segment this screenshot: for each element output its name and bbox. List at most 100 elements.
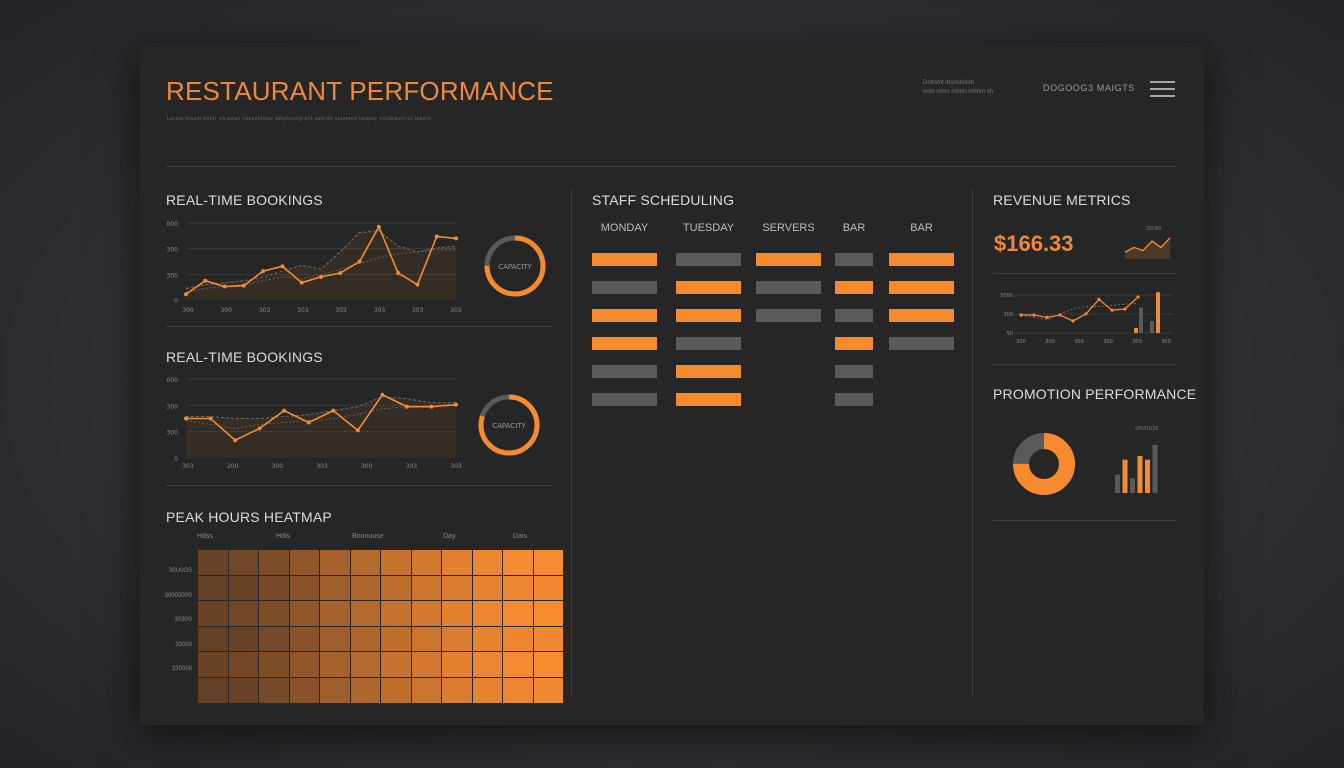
shift-bar[interactable] xyxy=(889,309,954,322)
shift-bar[interactable] xyxy=(889,337,954,350)
shift-bar[interactable] xyxy=(889,281,954,294)
heatmap-cell xyxy=(289,677,319,703)
heatmap-cell xyxy=(381,575,411,601)
heatmap-cell xyxy=(533,575,563,601)
x-tick-label: 300 xyxy=(1045,339,1055,345)
header-right-label[interactable]: DOGOOG3 MAIGTS xyxy=(1043,83,1135,93)
revenue-title: REVENUE METRICS xyxy=(993,192,1131,208)
heatmap-cell xyxy=(350,626,380,652)
data-point xyxy=(282,408,287,413)
header-info: Dstrsmt lrtsnsbslon onm omrs mbrtn mbhm … xyxy=(923,79,993,97)
heatmap-cell xyxy=(320,575,350,601)
shift-bar[interactable] xyxy=(835,309,873,322)
y-tick-label: 3000 xyxy=(166,377,178,384)
column-divider-right xyxy=(972,190,973,696)
donut-arc xyxy=(478,394,540,456)
heatmap-cell xyxy=(381,601,411,626)
shift-bar[interactable] xyxy=(592,393,657,406)
heatmap-cell xyxy=(472,550,502,575)
x-tick-label: 300 xyxy=(1016,339,1026,345)
shift-bar[interactable] xyxy=(835,253,873,266)
column-divider-left xyxy=(571,190,572,696)
heatmap-cell xyxy=(350,575,380,601)
data-point xyxy=(208,416,213,421)
heatmap-cell xyxy=(259,677,289,703)
heatmap-cell xyxy=(472,677,502,703)
heatmap-cell xyxy=(442,550,472,575)
heatmap-row-label: 3030S xyxy=(174,617,192,624)
data-point xyxy=(233,438,238,443)
shift-bar[interactable] xyxy=(592,309,657,322)
donut-arc xyxy=(484,235,546,297)
shift-bar[interactable] xyxy=(676,393,741,406)
y-tick-label: 300 xyxy=(1003,312,1013,318)
shift-bar[interactable] xyxy=(835,393,873,406)
shift-bar[interactable] xyxy=(889,253,954,266)
x-tick-label: 303 xyxy=(335,307,347,314)
shift-bar[interactable] xyxy=(676,309,741,322)
bar xyxy=(1137,456,1143,493)
heatmap-cell xyxy=(442,626,472,652)
bookings-2-title: REAL-TIME BOOKINGS xyxy=(166,349,323,365)
shift-bar[interactable] xyxy=(756,309,821,322)
data-point xyxy=(404,404,409,409)
data-point xyxy=(1123,307,1127,311)
data-point xyxy=(454,236,458,241)
heatmap-cell xyxy=(533,677,563,703)
x-tick-label: 303 xyxy=(450,307,462,314)
heatmap-cell xyxy=(289,601,319,626)
dashboard-panel: RESTAURANT PERFORMANCE Lorem ipsum dolor… xyxy=(140,43,1204,725)
bar xyxy=(1150,321,1154,333)
x-tick-label: 303 xyxy=(374,307,386,314)
donut-label: CAPACITY xyxy=(498,263,532,271)
heatmap-cell xyxy=(533,601,563,626)
shift-bar[interactable] xyxy=(835,281,873,294)
shift-bar[interactable] xyxy=(756,281,821,294)
shift-bar[interactable] xyxy=(756,253,821,266)
data-point xyxy=(257,426,262,431)
revenue-divider-1 xyxy=(993,273,1176,274)
heatmap-cell xyxy=(228,652,258,677)
heatmap-cell xyxy=(198,575,228,601)
heatmap-cell xyxy=(411,652,441,677)
bar xyxy=(1156,292,1160,333)
data-point xyxy=(380,392,385,397)
heatmap-cell xyxy=(198,677,228,703)
shift-bar[interactable] xyxy=(835,365,873,378)
heatmap-cell xyxy=(503,677,533,703)
data-point xyxy=(203,278,208,283)
shift-bar[interactable] xyxy=(676,253,741,266)
x-tick-label: 300 xyxy=(1103,339,1113,345)
shift-bar[interactable] xyxy=(835,337,873,350)
heatmap-cell xyxy=(228,677,258,703)
heatmap-cell xyxy=(320,677,350,703)
bookings-2-divider xyxy=(166,485,552,486)
data-point xyxy=(1045,315,1049,319)
shift-bar[interactable] xyxy=(676,281,741,294)
page-title: RESTAURANT PERFORMANCE xyxy=(166,76,554,106)
series-area xyxy=(186,396,456,458)
data-point xyxy=(1058,313,1062,317)
series-line xyxy=(186,393,457,442)
heatmap-cell xyxy=(350,652,380,677)
shift-bar[interactable] xyxy=(592,337,657,350)
promotion-bars-label: SBVDUS9 xyxy=(1135,426,1159,432)
x-tick-label: 200 xyxy=(227,463,239,470)
promotion-title: PROMOTION PERFORMANCE xyxy=(993,386,1197,402)
heatmap-column-label: Bnonuuse xyxy=(352,533,384,540)
shift-bar[interactable] xyxy=(592,281,657,294)
x-tick-label: 303 xyxy=(406,463,418,470)
mini-area xyxy=(1125,237,1170,259)
heatmap-cell xyxy=(350,677,380,703)
shift-bar[interactable] xyxy=(676,337,741,350)
hamburger-menu-icon[interactable] xyxy=(1150,81,1176,97)
promotion-donut-chart xyxy=(1013,433,1075,495)
y-tick-label: 300 xyxy=(167,430,179,437)
series-line xyxy=(1020,302,1139,321)
heatmap-cell xyxy=(320,626,350,652)
shift-bar[interactable] xyxy=(592,365,657,378)
shift-bar[interactable] xyxy=(676,365,741,378)
x-tick-label: 300 xyxy=(1074,339,1084,345)
shift-bar[interactable] xyxy=(592,253,657,266)
